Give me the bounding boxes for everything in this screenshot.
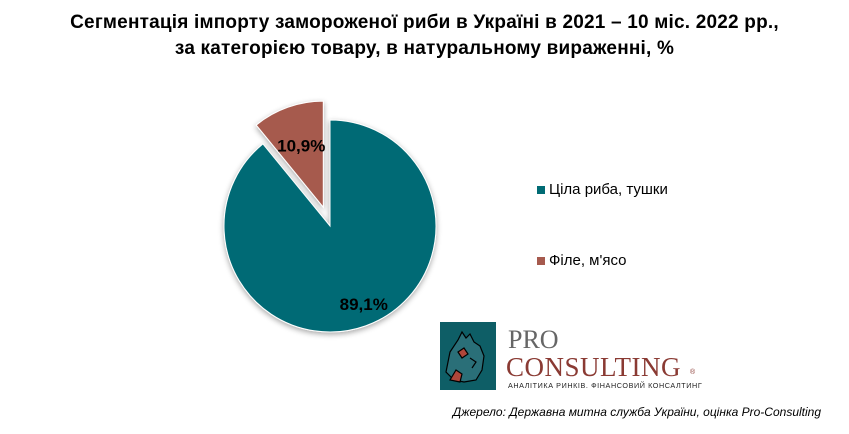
data-label-whole-fish: 89,1%	[340, 295, 388, 314]
legend-swatch-whole-fish	[537, 185, 545, 194]
source-note: Джерело: Державна митна служба України, …	[452, 405, 821, 419]
legend-label-fillet: Філе, м'ясо	[549, 252, 627, 269]
rhino-icon	[445, 330, 485, 383]
legend-item-fillet: Філе, м'ясо	[537, 252, 626, 269]
logo-pro-text: PRO	[508, 325, 559, 354]
logo-registered-mark: ®	[690, 368, 696, 376]
legend-swatch-fillet	[537, 256, 545, 265]
legend-item-whole-fish: Ціла риба, тушки	[537, 181, 668, 198]
logo-tagline: АНАЛІТИКА РИНКІВ. ФІНАНСОВИЙ КОНСАЛТИНГ	[508, 381, 702, 390]
logo-consulting-text: CONSULTING	[506, 352, 681, 382]
pro-consulting-logo: PRO CONSULTING ® АНАЛІТИКА РИНКІВ. ФІНАН…	[440, 322, 702, 390]
pie-slice-whole-fish	[223, 119, 437, 333]
pie-slice-fillet	[255, 100, 324, 209]
chart-title-line-1: Сегментація імпорту замороженої риби в У…	[70, 12, 779, 33]
data-label-fillet: 10,9%	[277, 136, 325, 155]
legend-label-whole-fish: Ціла риба, тушки	[549, 181, 668, 198]
chart-title-line-2: за категорією товару, в натуральному вир…	[174, 38, 675, 59]
